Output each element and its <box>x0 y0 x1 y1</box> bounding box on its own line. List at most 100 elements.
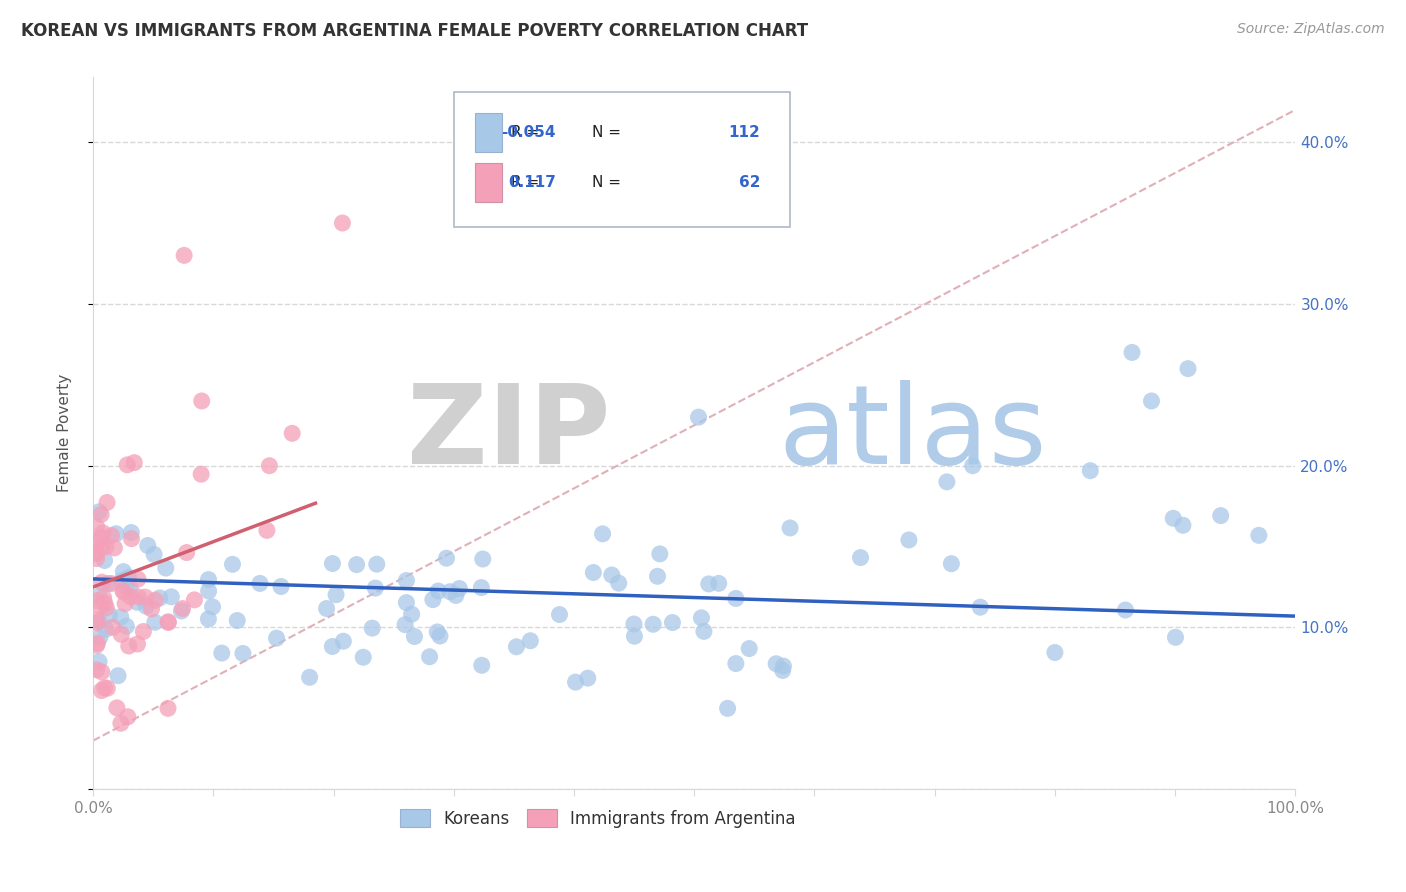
Point <box>765 657 787 671</box>
Point <box>103 541 125 555</box>
Point <box>107 669 129 683</box>
Point <box>117 710 139 724</box>
Point <box>519 633 541 648</box>
Point <box>89 631 111 645</box>
Point <box>112 565 135 579</box>
Point <box>90 508 112 522</box>
Point <box>114 597 136 611</box>
Point <box>259 458 281 473</box>
Point <box>86 613 108 627</box>
Point <box>172 601 194 615</box>
Point <box>364 581 387 595</box>
Point <box>470 581 492 595</box>
Text: 0.117: 0.117 <box>508 176 555 190</box>
Point <box>690 611 713 625</box>
Point <box>90 683 112 698</box>
Point <box>176 545 198 559</box>
Point <box>361 621 384 635</box>
Point <box>600 568 623 582</box>
Point <box>90 665 112 679</box>
Point <box>607 576 630 591</box>
Point <box>132 624 155 639</box>
Point <box>110 716 132 731</box>
Point <box>346 558 368 572</box>
Point <box>321 557 343 571</box>
Text: Source: ZipAtlas.com: Source: ZipAtlas.com <box>1237 22 1385 37</box>
Point <box>266 631 288 645</box>
Point <box>697 577 720 591</box>
Point <box>87 505 110 519</box>
Point <box>321 640 343 654</box>
Point <box>141 602 163 616</box>
Point <box>134 590 156 604</box>
Point <box>87 589 110 603</box>
Point <box>86 615 108 630</box>
Text: R =: R = <box>512 176 540 190</box>
Point <box>86 636 108 650</box>
Point <box>135 599 157 614</box>
Point <box>157 615 180 630</box>
Point <box>1121 345 1143 359</box>
Point <box>105 701 128 715</box>
Point <box>688 410 710 425</box>
Point <box>86 593 108 607</box>
Point <box>156 701 179 715</box>
Point <box>298 670 321 684</box>
Point <box>143 593 166 607</box>
Text: ZIP: ZIP <box>406 380 610 487</box>
Point <box>86 663 108 677</box>
Point <box>149 591 172 605</box>
Point <box>576 671 599 685</box>
Point <box>897 533 920 547</box>
Point <box>197 573 219 587</box>
Point <box>100 576 122 591</box>
Point <box>117 458 139 472</box>
Point <box>93 553 115 567</box>
Point <box>471 658 494 673</box>
Point <box>110 610 132 624</box>
Point <box>100 528 122 542</box>
Point <box>197 584 219 599</box>
Point <box>436 551 458 566</box>
Point <box>87 615 110 629</box>
Point <box>157 615 180 629</box>
Point <box>1247 528 1270 542</box>
Point <box>94 623 117 637</box>
Point <box>94 540 117 554</box>
Point <box>422 592 444 607</box>
Point <box>183 593 205 607</box>
Point <box>419 649 441 664</box>
Point <box>91 525 114 540</box>
Point <box>94 596 117 610</box>
Point <box>221 558 243 572</box>
Text: 112: 112 <box>728 126 761 140</box>
Point <box>1043 646 1066 660</box>
Point <box>190 467 212 482</box>
Point <box>1209 508 1232 523</box>
Point <box>643 617 665 632</box>
Point <box>661 615 683 630</box>
FancyBboxPatch shape <box>454 92 790 227</box>
Text: N =: N = <box>592 126 621 140</box>
Point <box>1140 394 1163 409</box>
Point <box>401 607 423 622</box>
Point <box>127 637 149 651</box>
Text: atlas: atlas <box>779 380 1047 487</box>
Point <box>87 655 110 669</box>
Point <box>779 521 801 535</box>
Point <box>120 590 142 604</box>
Point <box>623 617 645 632</box>
Y-axis label: Female Poverty: Female Poverty <box>58 375 72 492</box>
Point <box>395 574 418 588</box>
Point <box>121 532 143 546</box>
Point <box>232 647 254 661</box>
Point <box>190 394 212 409</box>
Point <box>93 591 115 605</box>
Point <box>395 596 418 610</box>
Point <box>281 426 304 441</box>
Point <box>127 595 149 609</box>
Point <box>249 576 271 591</box>
Point <box>724 591 747 606</box>
Point <box>115 619 138 633</box>
Text: KOREAN VS IMMIGRANTS FROM ARGENTINA FEMALE POVERTY CORRELATION CHART: KOREAN VS IMMIGRANTS FROM ARGENTINA FEMA… <box>21 22 808 40</box>
